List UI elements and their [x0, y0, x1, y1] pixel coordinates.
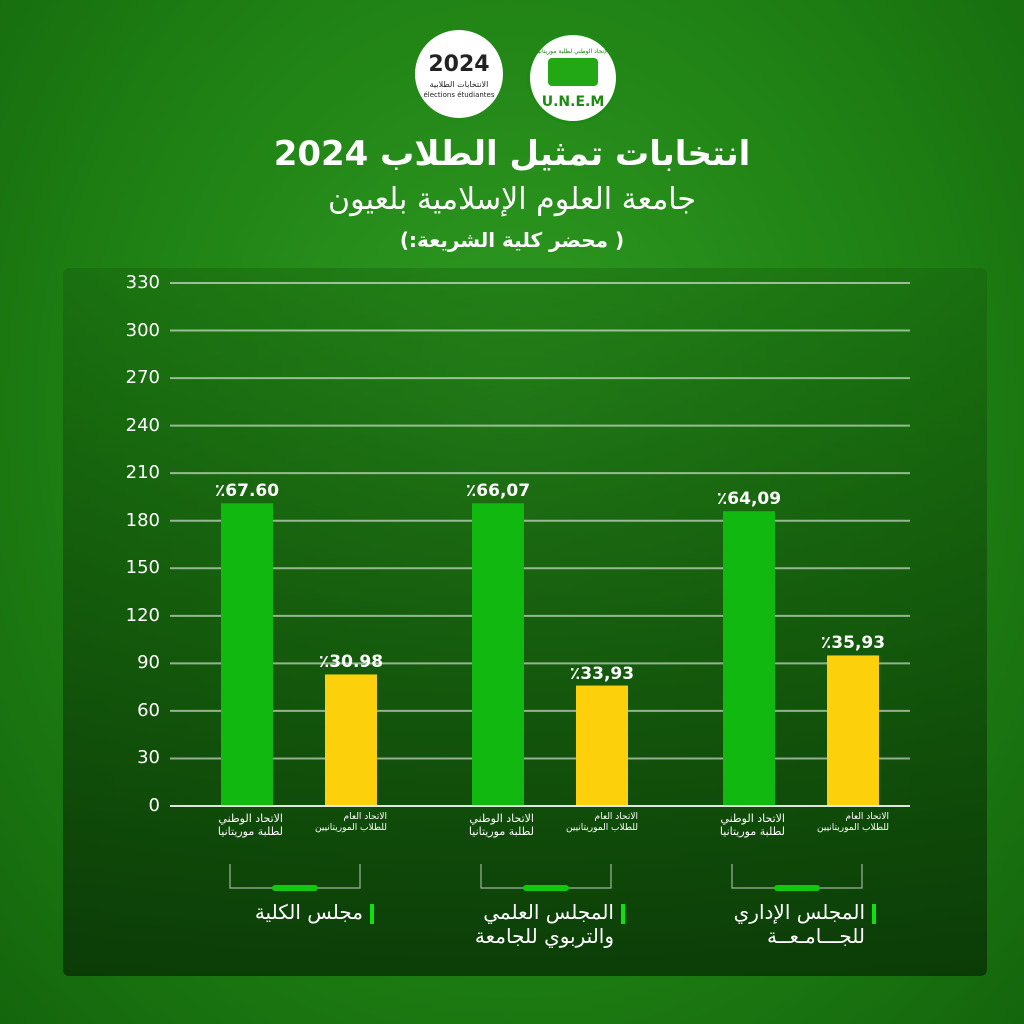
y-tick-label: 90 [137, 652, 160, 674]
logo-arabic: الانتخابات الطلابية [429, 80, 489, 89]
bar-share-label: ٪33,93 [569, 663, 635, 684]
y-tick-label: 270 [125, 367, 160, 389]
series-label: الاتحاد الوطني لطلبة موريتانيا [217, 812, 283, 839]
y-tick-label: 120 [125, 604, 160, 626]
bar-share-label: ٪66,07 [465, 481, 531, 502]
bar [221, 503, 273, 806]
group-bracket [480, 864, 612, 889]
category-label: مجلس الكلية [254, 900, 363, 924]
y-tick-label: 240 [125, 414, 160, 436]
category-marker [872, 904, 876, 924]
title: انتخابات تمثيل الطلاب 2024 [273, 134, 751, 174]
category-label: المجلس الإداري للجـــامـعــة [733, 900, 865, 948]
y-tick-label: 300 [125, 319, 160, 341]
y-tick-label: 180 [125, 509, 160, 531]
series-label: الاتحاد العام للطلاب الموريتانيين [817, 812, 889, 833]
chart-panel [63, 268, 987, 976]
elections-logo [415, 30, 503, 118]
series-label: الاتحاد الوطني لطلبة موريتانيا [719, 812, 785, 839]
y-tick-label: 30 [137, 747, 160, 769]
logo-french: élections étudiantes [423, 91, 495, 99]
y-tick-label: 60 [137, 699, 160, 721]
category-label: المجلس العلمي والتربوي للجامعة [474, 900, 614, 948]
bar [472, 503, 524, 806]
group-pill [774, 885, 820, 891]
subtitle: جامعة العلوم الإسلامية بلعيون [328, 182, 696, 217]
series-label: الاتحاد الوطني لطلبة موريتانيا [468, 812, 534, 839]
caption: ( محضر كلية الشريعة:) [399, 228, 625, 252]
group-pill [272, 885, 318, 891]
y-tick-label: 0 [148, 795, 160, 816]
series-label: الاتحاد العام للطلاب الموريتانيين [566, 812, 638, 833]
category-marker [370, 904, 374, 924]
bar [827, 655, 879, 806]
bar-share-label: ٪64,09 [716, 489, 782, 510]
group-bracket [229, 864, 361, 889]
bar-share-label: ٪67.60 [214, 481, 280, 502]
y-tick-label: 150 [125, 557, 160, 579]
group-pill [523, 885, 569, 891]
unem-map [548, 58, 598, 86]
bar [576, 685, 628, 806]
unem-letters: U.N.E.M [541, 94, 605, 110]
bar-share-label: ٪30.98 [318, 652, 384, 673]
unem-arabic: الإتحاد الوطني لطلبة موريتانيا [536, 48, 610, 55]
group-bracket [731, 864, 863, 889]
bar [325, 674, 377, 806]
bar-share-label: ٪35,93 [820, 633, 886, 654]
bar [723, 511, 775, 806]
series-label: الاتحاد العام للطلاب الموريتانيين [315, 812, 387, 833]
y-tick-label: 330 [125, 272, 160, 293]
category-marker [621, 904, 625, 924]
y-tick-label: 210 [125, 462, 160, 484]
logo-year: 2024 [428, 52, 490, 77]
